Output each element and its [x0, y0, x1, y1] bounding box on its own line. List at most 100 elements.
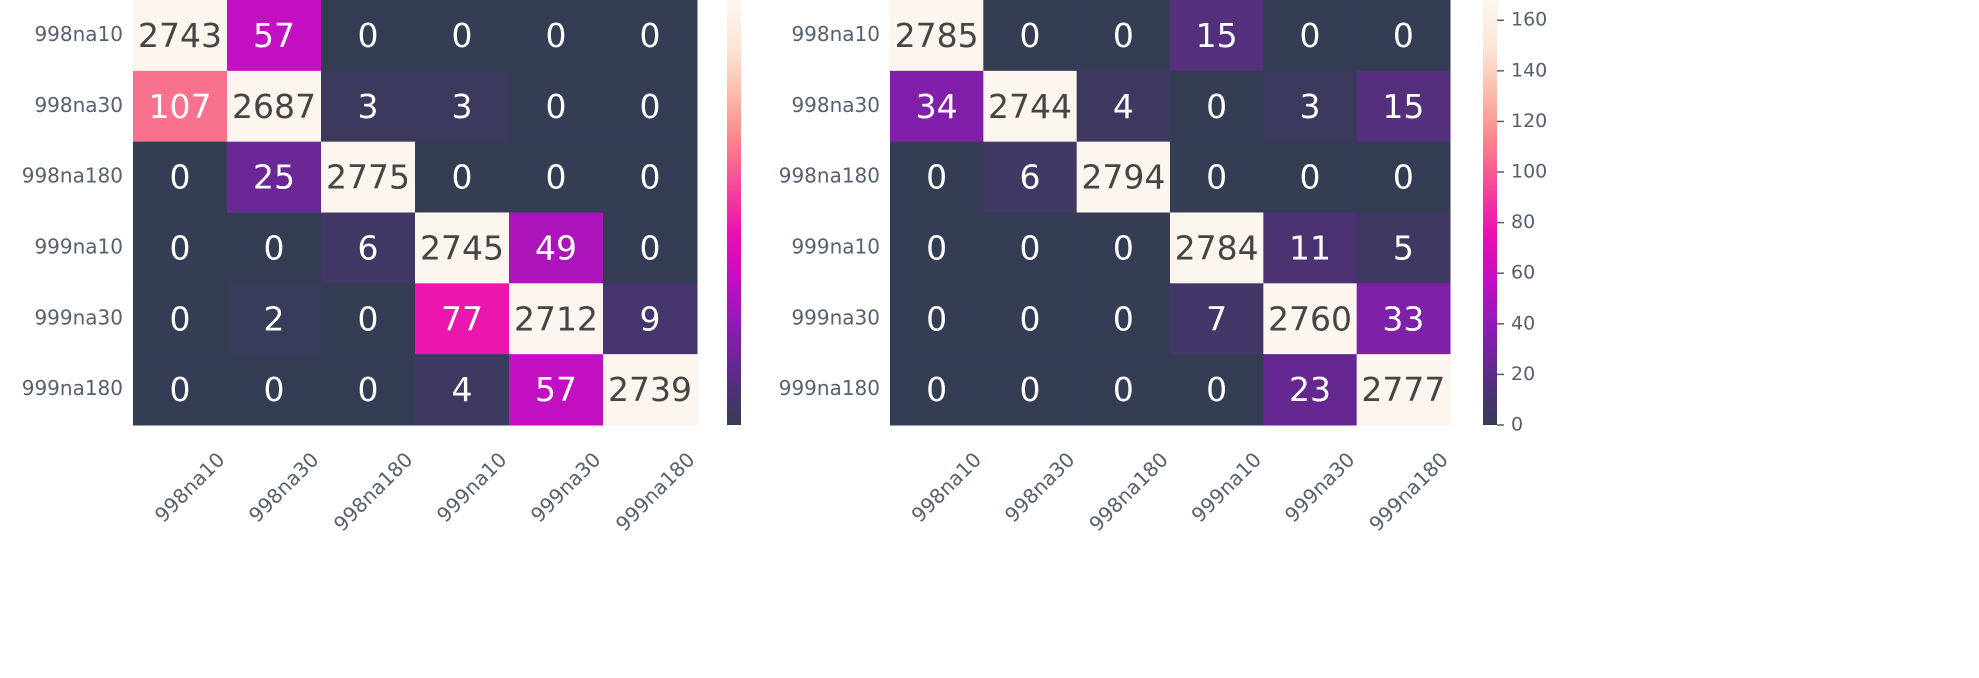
heatmap-cell — [1170, 0, 1264, 72]
heatmap-cell — [133, 283, 228, 355]
colorbar-tick-label: 140 — [1511, 59, 1547, 81]
heatmap-cell — [133, 0, 228, 72]
y-tick-label: 999na180 — [779, 376, 880, 400]
heatmap-cell — [321, 354, 416, 426]
colorbar-tick-label: 20 — [1511, 363, 1535, 385]
heatmap-cell — [603, 0, 698, 72]
heatmap-cell — [983, 141, 1078, 213]
heatmap-cell — [415, 283, 510, 355]
cell-value: 15 — [1196, 16, 1238, 55]
y-tick-label: 998na10 — [791, 22, 880, 46]
heatmap-cell — [1170, 70, 1264, 143]
cell-value: 57 — [253, 16, 295, 55]
heatmap-cell — [1170, 354, 1264, 426]
cell-value: 0 — [1113, 16, 1134, 55]
cell-value: 0 — [170, 299, 191, 338]
cell-value: 0 — [546, 16, 567, 55]
colorbar-tick-label: 80 — [1511, 211, 1535, 233]
heatmap-cell — [509, 0, 604, 72]
cell-value: 0 — [546, 158, 567, 197]
heatmap-cell — [603, 70, 698, 143]
heatmap-cell — [1076, 354, 1171, 426]
heatmap-cell — [415, 212, 510, 284]
cell-value: 0 — [1020, 228, 1041, 267]
x-tick-label: 999na10 — [432, 447, 512, 527]
cell-value: 7 — [1206, 299, 1227, 338]
cell-value: 0 — [1020, 299, 1041, 338]
heatmap-cell — [415, 0, 510, 72]
y-tick-label: 999na30 — [791, 305, 880, 329]
cell-value: 0 — [358, 299, 379, 338]
y-tick-label: 999na10 — [791, 234, 880, 258]
colorbar — [1483, 0, 1497, 425]
x-tick-label: 998na10 — [906, 447, 986, 527]
cell-value: 57 — [535, 370, 577, 409]
cell-value: 77 — [441, 299, 483, 338]
cell-value: 9 — [640, 299, 661, 338]
heatmap-cell — [1263, 141, 1358, 213]
x-tick-label: 998na180 — [1084, 447, 1173, 536]
cell-value: 2745 — [420, 228, 504, 267]
heatmap-cell — [509, 141, 604, 213]
heatmap-cell — [1263, 0, 1358, 72]
cell-value: 2760 — [1268, 299, 1352, 338]
heatmap-cell — [1076, 0, 1171, 72]
y-tick-label: 999na180 — [22, 376, 123, 400]
heatmap-cell — [227, 354, 322, 426]
cell-value: 2775 — [326, 158, 410, 197]
heatmap-cell — [1076, 141, 1171, 213]
cell-value: 0 — [452, 158, 473, 197]
heatmap-cell — [321, 70, 416, 143]
heatmap-cell — [983, 70, 1078, 143]
heatmap-cell — [227, 70, 322, 143]
cell-value: 0 — [1300, 16, 1321, 55]
cell-value: 6 — [358, 228, 379, 267]
heatmap-cell — [1076, 212, 1171, 284]
colorbar-tick-label: 0 — [1511, 414, 1523, 436]
cell-value: 23 — [1289, 370, 1331, 409]
cell-value: 0 — [926, 228, 947, 267]
x-tick-label: 999na180 — [1364, 447, 1453, 536]
x-tick-label: 999na30 — [1280, 447, 1360, 527]
x-tick-label: 998na180 — [329, 447, 418, 536]
cell-value: 2712 — [514, 299, 598, 338]
cell-value: 6 — [1020, 158, 1041, 197]
cell-value: 2743 — [138, 16, 222, 55]
heatmap-cell — [983, 354, 1078, 426]
y-tick-label: 998na180 — [22, 164, 123, 188]
cell-value: 0 — [1393, 158, 1414, 197]
heatmap-cell — [1356, 354, 1451, 426]
cell-value: 0 — [358, 16, 379, 55]
cell-value: 0 — [170, 228, 191, 267]
heatmap-cell — [1263, 354, 1358, 426]
cell-value: 0 — [1206, 370, 1227, 409]
x-tick-label: 998na30 — [244, 447, 324, 527]
heatmap-cell — [890, 141, 984, 213]
y-tick-label: 999na10 — [34, 234, 123, 258]
heatmap-cell — [415, 70, 510, 143]
cell-value: 49 — [535, 228, 577, 267]
x-tick-label: 998na30 — [1000, 447, 1080, 527]
cell-value: 0 — [358, 370, 379, 409]
cell-value: 2777 — [1361, 370, 1445, 409]
colorbar — [727, 0, 741, 425]
heatmap-cell — [1076, 283, 1171, 355]
heatmap-cell — [983, 212, 1078, 284]
cell-value: 0 — [264, 370, 285, 409]
heatmap-cell — [509, 212, 604, 284]
heatmap-cell — [227, 141, 322, 213]
heatmap-cell — [415, 141, 510, 213]
cell-value: 0 — [1206, 87, 1227, 126]
cell-value: 2 — [264, 299, 285, 338]
colorbar-tick-label: 100 — [1511, 161, 1547, 183]
heatmap-cell — [321, 212, 416, 284]
cell-value: 0 — [170, 370, 191, 409]
heatmap-cell — [890, 354, 984, 426]
heatmap-cell — [1263, 70, 1358, 143]
cell-value: 0 — [926, 299, 947, 338]
cell-value: 3 — [1300, 87, 1321, 126]
heatmap-cell — [227, 283, 322, 355]
cell-value: 0 — [1113, 228, 1134, 267]
cell-value: 2744 — [988, 87, 1072, 126]
heatmap-cell — [1263, 283, 1358, 355]
